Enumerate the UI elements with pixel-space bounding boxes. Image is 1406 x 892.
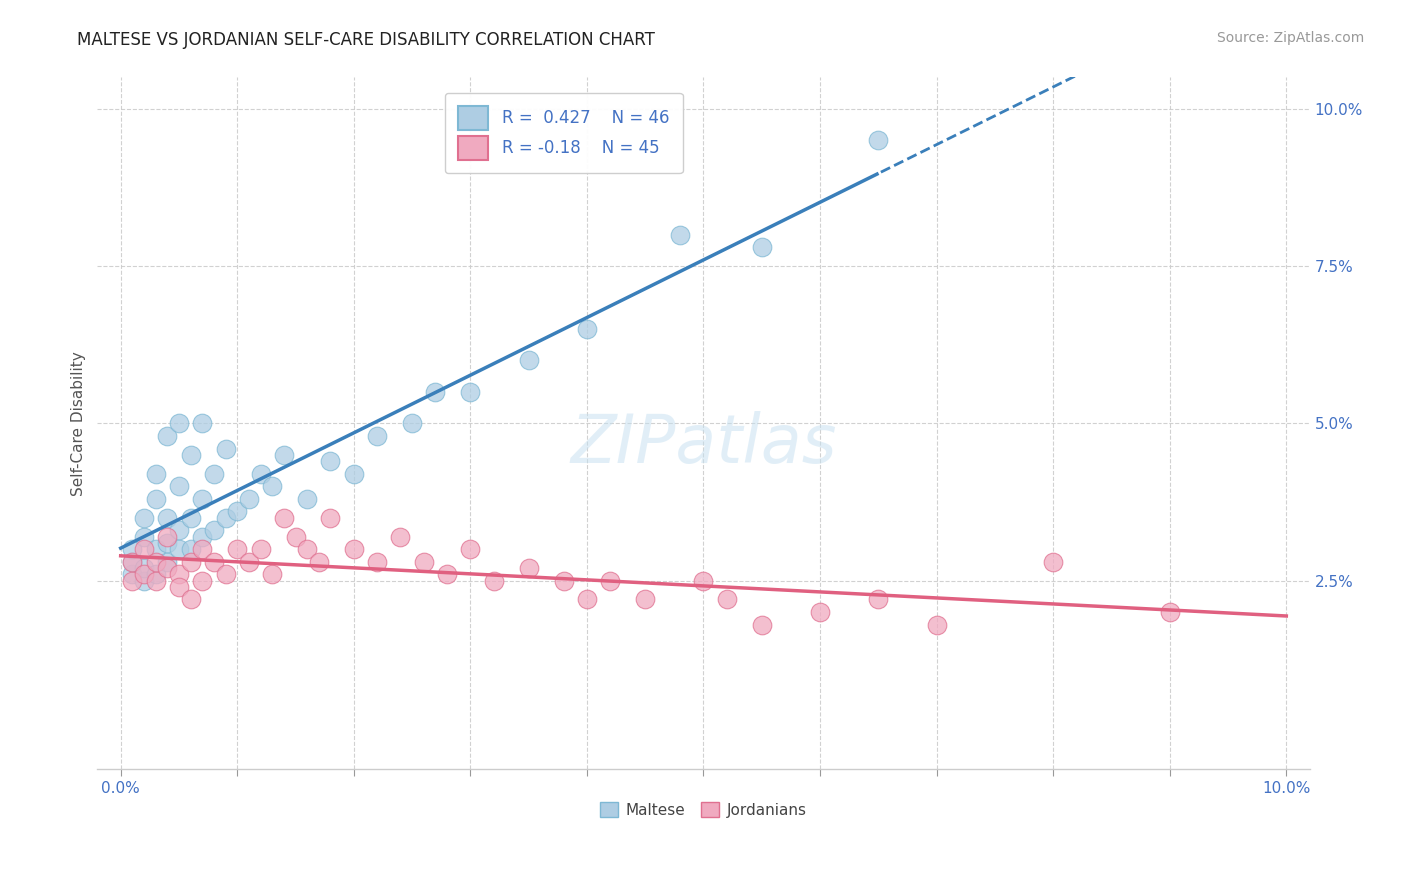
Point	[716, 592, 738, 607]
Text: ZIPatlas: ZIPatlas	[571, 411, 837, 477]
Point	[145, 555, 167, 569]
Point	[156, 530, 179, 544]
Point	[553, 574, 575, 588]
Point	[214, 442, 236, 456]
Point	[249, 467, 271, 481]
Point	[226, 542, 249, 557]
Point	[751, 240, 773, 254]
Point	[284, 530, 307, 544]
Point	[180, 592, 202, 607]
Point	[575, 592, 598, 607]
Point	[214, 567, 236, 582]
Point	[180, 448, 202, 462]
Point	[214, 510, 236, 524]
Point	[180, 555, 202, 569]
Point	[145, 567, 167, 582]
Point	[575, 322, 598, 336]
Point	[145, 467, 167, 481]
Point	[132, 542, 155, 557]
Text: MALTESE VS JORDANIAN SELF-CARE DISABILITY CORRELATION CHART: MALTESE VS JORDANIAN SELF-CARE DISABILIT…	[77, 31, 655, 49]
Y-axis label: Self-Care Disability: Self-Care Disability	[72, 351, 86, 496]
Point	[156, 555, 179, 569]
Point	[191, 530, 214, 544]
Point	[517, 353, 540, 368]
Point	[121, 567, 143, 582]
Point	[238, 491, 260, 506]
Point	[156, 536, 179, 550]
Point	[132, 530, 155, 544]
Point	[436, 567, 458, 582]
Point	[262, 567, 284, 582]
Point	[191, 491, 214, 506]
Point	[460, 384, 482, 399]
Point	[389, 530, 412, 544]
Point	[156, 561, 179, 575]
Point	[132, 561, 155, 575]
Point	[202, 467, 225, 481]
Point	[121, 555, 143, 569]
Point	[121, 542, 143, 557]
Point	[202, 555, 225, 569]
Point	[145, 574, 167, 588]
Point	[295, 542, 318, 557]
Point	[460, 542, 482, 557]
Point	[343, 542, 366, 557]
Point	[167, 567, 190, 582]
Point	[180, 510, 202, 524]
Point	[145, 491, 167, 506]
Point	[412, 555, 434, 569]
Point	[517, 561, 540, 575]
Point	[167, 580, 190, 594]
Point	[249, 542, 271, 557]
Point	[425, 384, 447, 399]
Point	[599, 574, 621, 588]
Point	[1159, 605, 1181, 619]
Point	[262, 479, 284, 493]
Point	[634, 592, 657, 607]
Point	[180, 542, 202, 557]
Point	[191, 542, 214, 557]
Point	[343, 467, 366, 481]
Point	[273, 448, 295, 462]
Point	[238, 555, 260, 569]
Point	[366, 555, 388, 569]
Point	[145, 542, 167, 557]
Point	[308, 555, 330, 569]
Point	[669, 227, 692, 242]
Point	[156, 510, 179, 524]
Point	[202, 524, 225, 538]
Point	[132, 567, 155, 582]
Text: Source: ZipAtlas.com: Source: ZipAtlas.com	[1216, 31, 1364, 45]
Point	[401, 417, 423, 431]
Point	[132, 510, 155, 524]
Point	[132, 574, 155, 588]
Point	[167, 542, 190, 557]
Point	[868, 592, 890, 607]
Point	[167, 524, 190, 538]
Point	[295, 491, 318, 506]
Point	[191, 574, 214, 588]
Point	[156, 429, 179, 443]
Point	[319, 454, 342, 468]
Point	[273, 510, 295, 524]
Point	[692, 574, 714, 588]
Point	[366, 429, 388, 443]
Point	[925, 617, 948, 632]
Point	[482, 574, 505, 588]
Point	[226, 504, 249, 518]
Point	[167, 479, 190, 493]
Point	[191, 417, 214, 431]
Point	[808, 605, 831, 619]
Point	[121, 574, 143, 588]
Point	[121, 555, 143, 569]
Legend: Maltese, Jordanians: Maltese, Jordanians	[593, 796, 813, 824]
Point	[319, 510, 342, 524]
Point	[868, 133, 890, 147]
Point	[1042, 555, 1064, 569]
Point	[751, 617, 773, 632]
Point	[167, 417, 190, 431]
